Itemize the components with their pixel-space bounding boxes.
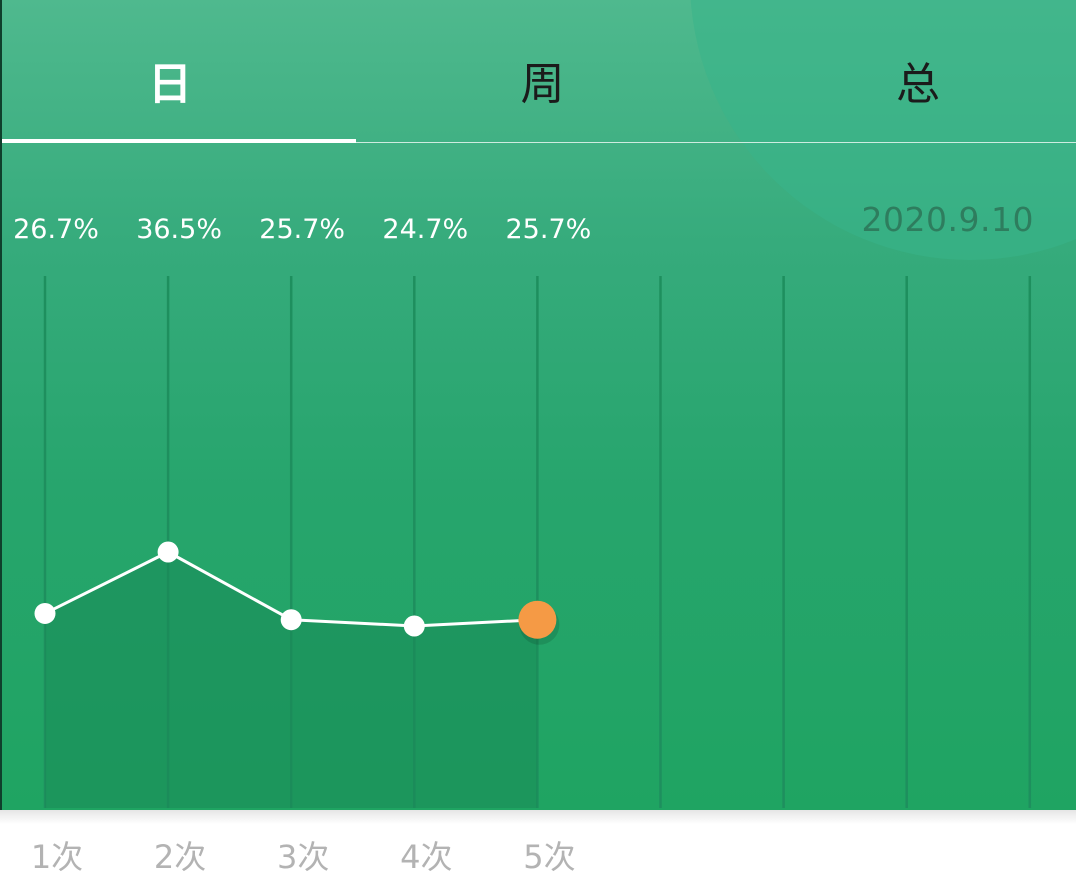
x-tick-label: 1次 [31,838,83,876]
x-tick-label: 4次 [400,838,452,876]
active-tab-indicator [2,139,356,143]
x-tick-label: 2次 [154,838,206,876]
data-point [280,609,302,631]
tab-week[interactable]: 周 [520,59,565,110]
period-tabs: 日 周 总 [0,0,1076,143]
area-fill-path [45,552,538,808]
x-tick-label: 5次 [523,838,575,876]
value-label: 24.7% [382,214,468,245]
data-point [34,602,56,624]
tab-day[interactable]: 日 [148,59,192,110]
x-tick-label: 3次 [277,838,329,876]
value-labels: 26.7% 36.5% 25.7% 24.7% 25.7% [13,214,591,245]
value-label: 36.5% [136,214,222,245]
value-label: 25.7% [259,214,345,245]
data-point [403,615,425,637]
value-label: 25.7% [506,214,592,245]
left-border [0,0,2,810]
value-label: 26.7% [13,214,99,245]
x-tick-labels: 1次 2次 3次 4次 5次 [31,838,576,876]
data-point [157,541,179,563]
tab-total[interactable]: 总 [896,59,940,110]
panel-shadow [0,810,1076,824]
tab-divider [2,142,1076,143]
date-label: 2020.9.10 [861,200,1034,239]
data-points [34,541,560,645]
highlight-data-point [518,600,557,639]
area-fill [45,552,538,808]
